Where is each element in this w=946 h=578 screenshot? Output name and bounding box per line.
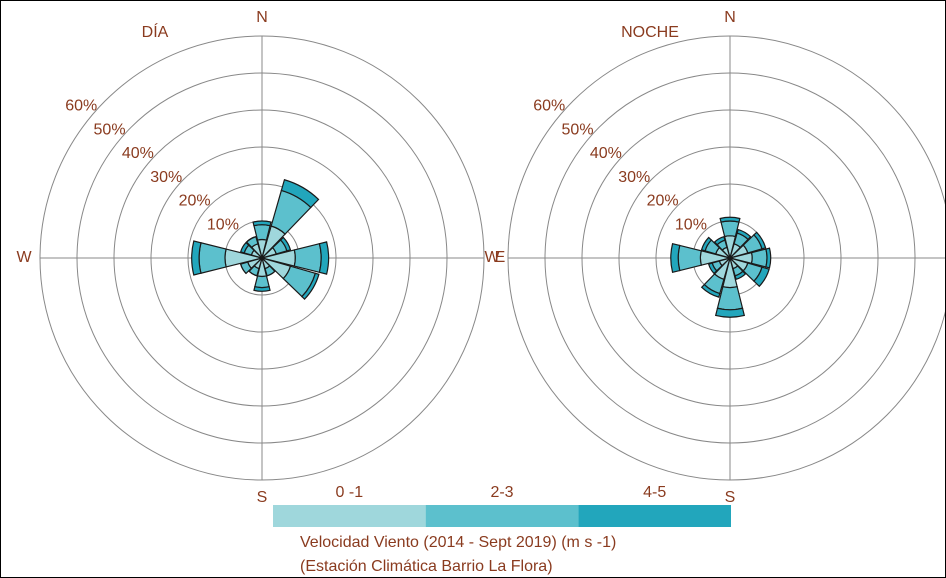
petal-segment: [248, 270, 258, 277]
petal-segment: [191, 240, 202, 276]
direction-label: S: [725, 489, 736, 506]
direction-label: N: [724, 9, 736, 26]
legend-subtitle: (Estación Climática Barrio La Flora): [300, 558, 553, 575]
legend-swatch: [578, 505, 731, 527]
rose: 10% 20% 30% 40% 50% 60% N E S W: [16, 9, 505, 506]
ring-label: 20%: [647, 193, 679, 210]
ring-label: 10%: [675, 216, 707, 233]
petal-segment: [670, 242, 681, 274]
petal-segment: [719, 216, 741, 223]
chart-title: DÍA: [142, 22, 169, 41]
ring-label: 50%: [562, 121, 594, 138]
direction-label: S: [257, 489, 268, 506]
petal-segment: [318, 241, 330, 275]
legend-swatch: [273, 505, 426, 527]
petal-segment: [239, 241, 250, 254]
ring-label: 60%: [65, 98, 97, 115]
petal-segment: [713, 235, 726, 246]
direction-label: E: [495, 249, 506, 266]
legend-label: 4-5: [643, 484, 666, 501]
petal-segment: [734, 270, 747, 281]
ring-label: 60%: [533, 98, 565, 115]
petal-segment: [279, 236, 292, 252]
petal-segment: [714, 307, 746, 318]
petal-segment: [753, 231, 767, 250]
petal-segment: [765, 247, 772, 269]
ring-label: 20%: [179, 193, 211, 210]
petal-segment: [280, 179, 320, 209]
petal-segment: [753, 266, 770, 288]
chart-title: NOCHE: [621, 24, 679, 41]
legend-label: 0 -1: [336, 484, 364, 501]
direction-label: W: [484, 249, 500, 266]
petal-segment: [254, 275, 270, 289]
legend-label: 2-3: [490, 484, 513, 501]
petal-segment: [700, 236, 713, 252]
ring-label: 30%: [618, 169, 650, 186]
legend-swatch: [425, 505, 579, 527]
ring-label: 10%: [207, 216, 239, 233]
petal-segment: [700, 283, 721, 298]
ring-label: 50%: [94, 121, 126, 138]
petal-segment: [707, 262, 718, 275]
petal-segment: [736, 228, 752, 241]
legend-title: Velocidad Viento (2014 - Sept 2019) (m s…: [300, 534, 616, 551]
direction-label: N: [256, 9, 268, 26]
direction-label: W: [16, 249, 32, 266]
petal-segment: [301, 272, 320, 300]
petal-segment: [253, 285, 271, 292]
ring-label: 40%: [590, 145, 622, 162]
ring-label: 30%: [150, 169, 182, 186]
petal-segment: [252, 220, 272, 227]
ring-label: 40%: [122, 145, 154, 162]
rose: 10% 20% 30% 40% 50% 60% N E S W: [484, 9, 945, 506]
